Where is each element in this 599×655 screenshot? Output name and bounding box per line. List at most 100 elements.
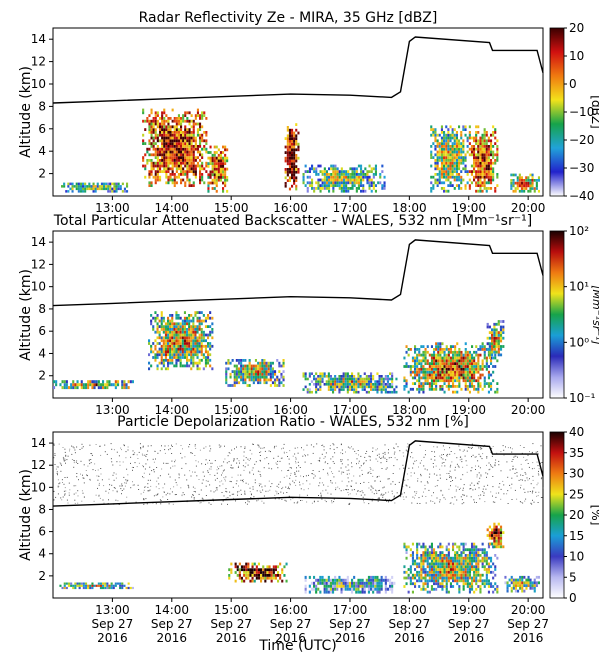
noise-pixel (259, 490, 261, 492)
heatmap-cell (71, 190, 74, 193)
noise-pixel (283, 452, 285, 454)
heatmap-cell (225, 378, 228, 382)
heatmap-cell (207, 316, 210, 320)
heatmap-cell (200, 311, 203, 314)
noise-pixel (503, 454, 505, 456)
noise-pixel (479, 467, 481, 469)
heatmap-cell (114, 582, 117, 585)
heatmap-cell (217, 162, 220, 165)
noise-pixel (331, 482, 333, 484)
heatmap-cell (470, 150, 473, 154)
heatmap-cell (160, 319, 163, 323)
colorbar-tick-label: 20 (569, 21, 584, 35)
heatmap-cell (181, 336, 184, 340)
heatmap-cell (163, 142, 166, 145)
heatmap-cell (202, 314, 205, 317)
heatmap-cell (346, 388, 349, 391)
noise-pixel (180, 487, 182, 489)
heatmap-cell (190, 142, 193, 145)
heatmap-cell (163, 122, 166, 126)
noise-pixel (480, 447, 482, 449)
heatmap-cell (295, 142, 298, 146)
heatmap-cell (106, 586, 109, 590)
noise-pixel (181, 495, 183, 497)
heatmap-cell (201, 139, 204, 143)
y-tick-label: 2 (38, 369, 46, 383)
heatmap-cell (79, 190, 82, 193)
heatmap-cell (152, 122, 155, 126)
noise-pixel (258, 444, 260, 446)
heatmap-cell (477, 175, 480, 179)
noise-pixel (229, 491, 231, 493)
heatmap-cell (512, 189, 515, 193)
heatmap-cell (111, 190, 114, 193)
heatmap-cell (291, 176, 294, 180)
heatmap-cell (213, 153, 216, 157)
noise-pixel (359, 475, 361, 477)
heatmap-cell (453, 187, 456, 190)
heatmap-cell (434, 136, 437, 140)
heatmap-cell (70, 386, 73, 390)
heatmap-cell (186, 353, 189, 357)
heatmap-cell (424, 373, 427, 377)
heatmap-cell (202, 367, 205, 371)
heatmap-cell (342, 587, 345, 591)
heatmap-cell (473, 170, 476, 173)
noise-pixel (143, 498, 145, 500)
heatmap-cell (102, 380, 105, 384)
noise-pixel (270, 451, 271, 453)
heatmap-cell (295, 168, 298, 171)
heatmap-cell (382, 388, 385, 391)
heatmap-cell (244, 370, 247, 373)
heatmap-cell (180, 119, 183, 123)
heatmap-cell (458, 350, 461, 354)
heatmap-cell (207, 344, 210, 348)
heatmap-cell (188, 364, 191, 368)
heatmap-cell (471, 356, 474, 360)
heatmap-cell (177, 117, 180, 120)
heatmap-cell (357, 187, 360, 190)
noise-pixel (230, 481, 232, 483)
heatmap-cell (437, 362, 440, 365)
noise-pixel (155, 450, 156, 452)
heatmap-cell (104, 383, 107, 387)
noise-pixel (426, 469, 428, 471)
noise-pixel (138, 489, 140, 490)
heatmap-cell (453, 170, 456, 173)
heatmap-cell (445, 356, 448, 360)
heatmap-cell (374, 385, 377, 389)
noise-pixel (525, 459, 526, 461)
noise-pixel (424, 454, 426, 456)
heatmap-cell (148, 175, 151, 179)
noise-pixel (507, 503, 509, 504)
heatmap-cell (327, 587, 330, 591)
noise-pixel (433, 473, 435, 475)
noise-pixel (341, 480, 343, 482)
noise-pixel (194, 455, 196, 456)
heatmap-cell (259, 372, 262, 376)
heatmap-cell (186, 322, 189, 326)
noise-pixel (184, 474, 186, 476)
heatmap-cell (90, 187, 93, 191)
heatmap-depol (52, 440, 544, 594)
heatmap-cell (196, 128, 199, 131)
heatmap-cell (443, 142, 446, 145)
noise-pixel (478, 495, 480, 497)
heatmap-cell (384, 385, 387, 389)
heatmap-cell (468, 379, 471, 383)
heatmap-cell (171, 350, 174, 354)
heatmap-cell (160, 353, 163, 357)
noise-pixel (488, 469, 490, 471)
noise-pixel (366, 450, 368, 452)
heatmap-cell (188, 159, 191, 162)
heatmap-cell (344, 380, 347, 383)
noise-pixel (249, 458, 251, 460)
heatmap-cell (194, 350, 197, 354)
noise-pixel (467, 446, 469, 448)
noise-pixel (276, 485, 278, 487)
heatmap-cell (231, 384, 234, 387)
heatmap-cell (494, 365, 497, 368)
heatmap-cell (490, 170, 493, 173)
heatmap-cell (229, 361, 232, 365)
noise-pixel (168, 449, 170, 451)
